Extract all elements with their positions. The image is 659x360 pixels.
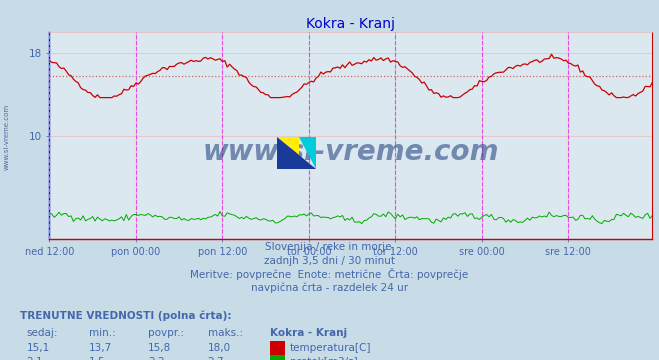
Text: www.si-vreme.com: www.si-vreme.com xyxy=(203,139,499,166)
Polygon shape xyxy=(299,137,316,169)
Text: 1,5: 1,5 xyxy=(89,357,105,360)
Text: 13,7: 13,7 xyxy=(89,343,112,353)
Text: sedaj:: sedaj: xyxy=(26,328,58,338)
Text: 2,7: 2,7 xyxy=(208,357,224,360)
Text: Kokra - Kranj: Kokra - Kranj xyxy=(270,328,347,338)
Polygon shape xyxy=(277,137,299,155)
Text: zadnjh 3,5 dni / 30 minut: zadnjh 3,5 dni / 30 minut xyxy=(264,256,395,266)
Text: 2,2: 2,2 xyxy=(148,357,165,360)
Text: 18,0: 18,0 xyxy=(208,343,231,353)
Text: 15,8: 15,8 xyxy=(148,343,171,353)
Text: 15,1: 15,1 xyxy=(26,343,49,353)
Text: www.si-vreme.com: www.si-vreme.com xyxy=(3,104,10,170)
Text: TRENUTNE VREDNOSTI (polna črta):: TRENUTNE VREDNOSTI (polna črta): xyxy=(20,310,231,321)
Polygon shape xyxy=(277,137,316,169)
Text: min.:: min.: xyxy=(89,328,116,338)
Text: pretok[m3/s]: pretok[m3/s] xyxy=(290,357,358,360)
Text: Slovenija / reke in morje.: Slovenija / reke in morje. xyxy=(264,242,395,252)
Text: povpr.:: povpr.: xyxy=(148,328,185,338)
Text: navpična črta - razdelek 24 ur: navpična črta - razdelek 24 ur xyxy=(251,283,408,293)
Text: Meritve: povprečne  Enote: metrične  Črta: povprečje: Meritve: povprečne Enote: metrične Črta:… xyxy=(190,267,469,280)
Text: temperatura[C]: temperatura[C] xyxy=(290,343,372,353)
Title: Kokra - Kranj: Kokra - Kranj xyxy=(306,17,395,31)
Text: maks.:: maks.: xyxy=(208,328,243,338)
Text: 2,1: 2,1 xyxy=(26,357,43,360)
